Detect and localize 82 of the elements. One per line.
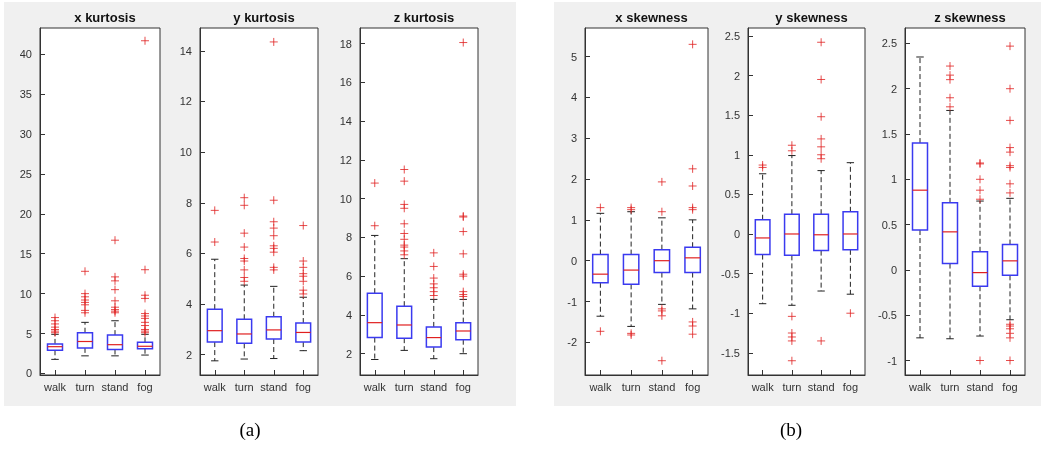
y-tick-label: 16: [339, 76, 352, 89]
x-tick-label: turn: [782, 380, 802, 393]
y-tick-label: 30: [19, 128, 32, 141]
y-tick-label: 14: [179, 44, 192, 57]
y-tick-label: 5: [25, 327, 32, 340]
x-tick-label: turn: [75, 380, 95, 393]
y-tick-label: 0: [25, 367, 32, 380]
x-tick-label: fog: [842, 380, 859, 393]
x-tick-label: turn: [234, 380, 254, 393]
y-tick-label: 10: [339, 192, 352, 205]
y-tick-label: 2: [890, 82, 897, 95]
chart-title: x kurtosis: [74, 10, 136, 25]
y-tick-label: -2: [567, 336, 577, 349]
x-tick-label: walk: [362, 380, 387, 393]
y-tick-label: 0: [890, 263, 897, 276]
y-tick-label: 4: [345, 308, 352, 321]
x-tick-label: stand: [807, 380, 835, 393]
x-tick-label: fog: [1002, 380, 1018, 393]
chart-title: y skewness: [775, 10, 848, 25]
chart-title: z skewness: [934, 10, 1006, 25]
y-tick-label: 2: [570, 173, 577, 186]
y-tick-label: 6: [345, 270, 352, 283]
y-tick-label: -1: [730, 307, 740, 320]
y-tick-label: 14: [339, 115, 352, 128]
y-tick-label: 10: [179, 146, 192, 159]
x-tick-label: fog: [295, 380, 311, 393]
x-tick-label: walk: [202, 380, 227, 393]
y-tick-label: 8: [185, 196, 192, 209]
y-tick-label: 1: [733, 148, 740, 161]
x-tick-label: walk: [588, 380, 612, 393]
y-tick-label: 2: [345, 347, 352, 360]
chart-title: z kurtosis: [393, 10, 455, 25]
y-tick-label: 8: [345, 231, 352, 244]
y-tick-label: 2.5: [724, 29, 740, 42]
y-tick-label: 12: [179, 95, 192, 108]
y-tick-label: 12: [339, 153, 352, 166]
chart-title: x skewness: [615, 10, 688, 25]
x-tick-label: fog: [137, 380, 153, 393]
x-tick-label: stand: [260, 380, 288, 393]
y-tick-label: 40: [19, 48, 32, 61]
y-tick-label: 4: [185, 298, 192, 311]
y-tick-label: 1: [570, 213, 577, 226]
y-tick-label: 1.5: [881, 128, 897, 140]
y-tick-label: 6: [185, 247, 192, 260]
y-tick-label: 18: [339, 37, 352, 50]
y-tick-label: 15: [19, 247, 32, 260]
x-tick-label: turn: [940, 380, 960, 393]
text: (b): [779, 419, 803, 441]
y-tick-label: 0.5: [881, 218, 897, 231]
y-tick-label: 3: [570, 132, 577, 145]
x-tick-label: stand: [648, 380, 676, 393]
y-tick-label: -1: [887, 354, 897, 367]
x-tick-label: walk: [907, 380, 932, 393]
y-tick-label: 0: [570, 254, 577, 267]
y-tick-label: 5: [570, 50, 577, 63]
x-tick-label: fog: [455, 380, 471, 393]
x-tick-label: turn: [621, 380, 641, 393]
x-tick-label: fog: [684, 380, 701, 393]
x-tick-label: walk: [42, 380, 67, 393]
y-tick-label: 1: [890, 173, 897, 186]
y-tick-label: 0.5: [724, 188, 740, 201]
y-tick-label: -0.5: [878, 309, 897, 322]
x-tick-label: turn: [394, 380, 414, 393]
y-tick-label: -1.5: [721, 346, 740, 359]
x-tick-label: walk: [750, 380, 775, 393]
y-tick-label: 1.5: [724, 109, 740, 122]
y-tick-label: -0.5: [721, 267, 740, 280]
y-tick-label: 2.5: [881, 37, 897, 50]
x-tick-label: stand: [101, 380, 129, 393]
x-tick-label: stand: [966, 380, 994, 393]
x-tick-label: stand: [420, 380, 448, 393]
y-tick-label: 35: [19, 88, 32, 101]
y-tick-label: 4: [570, 91, 577, 104]
y-tick-label: 20: [19, 207, 32, 220]
y-tick-label: 25: [19, 167, 32, 180]
y-tick-label: -1: [567, 295, 577, 308]
y-tick-label: 0: [733, 227, 740, 240]
y-tick-label: 10: [19, 287, 32, 300]
chart-title: y kurtosis: [233, 10, 295, 25]
y-tick-label: 2: [733, 69, 740, 82]
text: (a): [239, 419, 261, 441]
y-tick-label: 2: [185, 348, 192, 361]
